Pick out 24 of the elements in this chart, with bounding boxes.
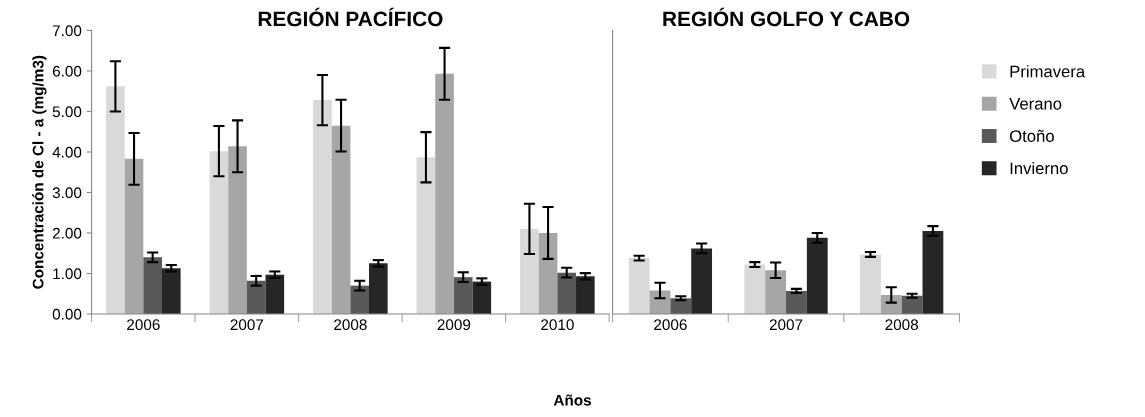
y-tick-label: 0.00 bbox=[52, 308, 82, 320]
legend-label: Invierno bbox=[1010, 162, 1068, 175]
y-tick-label: 7.00 bbox=[52, 25, 82, 37]
x-tick-label: 2007 bbox=[230, 319, 264, 331]
x-axis-title: Años bbox=[553, 394, 591, 406]
y-tick-label: 1.00 bbox=[53, 268, 82, 280]
chart-title: REGIÓN PACÍFICO bbox=[258, 7, 443, 27]
x-tick-label: 2009 bbox=[437, 319, 471, 331]
legend-label: Otoño bbox=[1009, 129, 1054, 142]
x-tick-label: 2007 bbox=[769, 319, 803, 331]
x-tick-label: 2008 bbox=[885, 319, 919, 331]
x-tick-label: 2006 bbox=[654, 319, 687, 331]
legend-label: Primavera bbox=[1010, 65, 1086, 78]
chart-title: REGIÓN GOLFO Y CABO bbox=[663, 7, 910, 27]
y-tick-label: 3.00 bbox=[52, 187, 82, 199]
y-axis-title: Concentración de Cl - a (mg/m3) bbox=[32, 55, 47, 289]
y-tick-label: 2.00 bbox=[52, 227, 82, 239]
y-tick-label: 5.00 bbox=[52, 106, 82, 118]
legend-label: Verano bbox=[1009, 98, 1062, 110]
y-tick-label: 4.00 bbox=[52, 146, 82, 158]
x-tick-label: 2010 bbox=[541, 319, 574, 331]
y-tick-label: 6.00 bbox=[52, 65, 82, 77]
x-tick-label: 2008 bbox=[334, 319, 367, 331]
x-tick-label: 2006 bbox=[127, 319, 160, 331]
